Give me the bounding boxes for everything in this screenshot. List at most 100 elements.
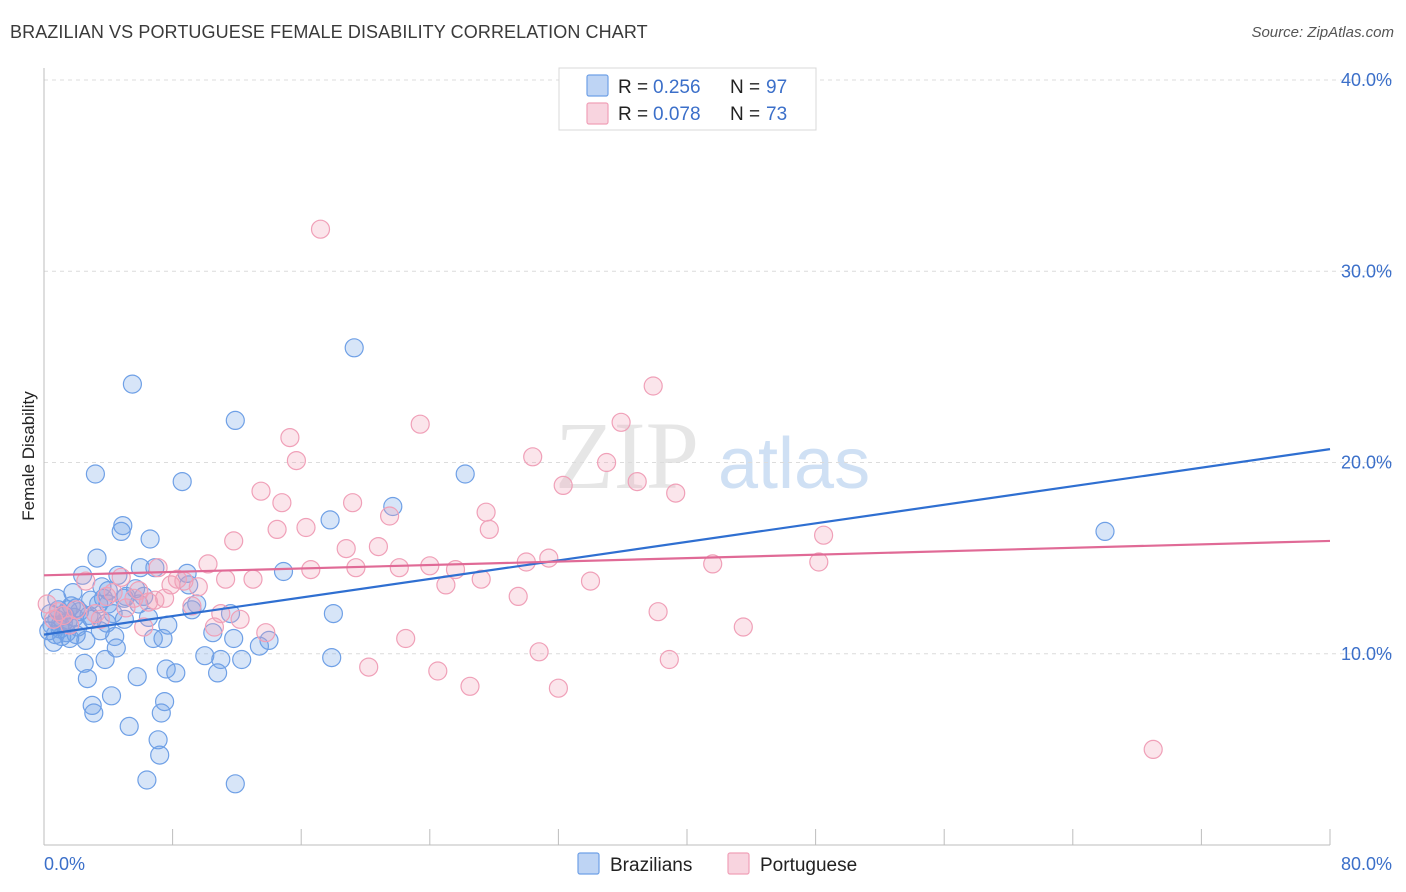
legend-swatch-portuguese — [586, 102, 609, 125]
x-tick-label: 80.0% — [1341, 854, 1392, 874]
data-point — [323, 603, 343, 624]
bottom-legend: Brazilians Portuguese — [577, 852, 857, 876]
data-point — [158, 615, 178, 635]
data-point — [359, 657, 379, 677]
data-point — [224, 628, 244, 649]
data-point — [77, 668, 98, 689]
data-point — [343, 493, 363, 513]
data-point — [648, 602, 668, 622]
series-portuguese — [37, 219, 1163, 760]
data-point — [539, 548, 559, 568]
data-point — [151, 703, 171, 723]
y-tick-label: 30.0% — [1341, 261, 1392, 281]
data-point — [90, 609, 110, 629]
trend-line-brazilians — [43, 448, 1331, 636]
data-point — [523, 447, 543, 467]
data-point — [476, 502, 496, 522]
y-tick-label: 10.0% — [1341, 644, 1392, 664]
data-point — [172, 472, 192, 492]
data-point — [286, 451, 306, 471]
data-point — [320, 510, 340, 530]
watermark-atlas: atlas — [718, 424, 870, 504]
legend-n-value-portuguese: 73 — [766, 104, 787, 125]
data-point — [76, 571, 96, 591]
data-point — [508, 586, 528, 607]
data-point — [198, 554, 218, 574]
legend-n-label-portuguese: N = — [730, 104, 760, 125]
data-point — [529, 642, 549, 662]
legend-n-label-brazilians: N = — [730, 77, 760, 98]
data-point — [296, 517, 316, 538]
data-point — [188, 577, 208, 597]
data-point — [232, 649, 252, 670]
legend-swatch-brazilians — [586, 74, 609, 97]
legend-r-label-brazilians: R = — [618, 77, 648, 98]
tick-labels: 10.0% 20.0% 30.0% 40.0% 0.0% 80.0% — [44, 70, 1392, 874]
data-point — [813, 525, 834, 545]
data-point — [310, 219, 331, 239]
data-point — [553, 475, 573, 495]
data-point — [230, 609, 250, 629]
data-point — [182, 596, 202, 616]
bottom-legend-swatch-brazilians — [577, 852, 600, 875]
data-point — [140, 529, 160, 549]
data-point — [809, 552, 829, 572]
data-point — [336, 538, 356, 559]
data-points — [37, 219, 1163, 794]
chart-title: BRAZILIAN VS PORTUGUESE FEMALE DISABILIT… — [10, 22, 648, 42]
data-point — [471, 569, 491, 589]
data-point — [243, 569, 263, 589]
data-point — [267, 519, 287, 540]
data-point — [272, 493, 292, 513]
data-point — [122, 374, 142, 394]
data-point — [225, 410, 245, 430]
data-point — [148, 730, 168, 750]
data-point — [322, 647, 342, 668]
data-point — [659, 649, 679, 670]
data-point — [703, 554, 723, 574]
bottom-legend-swatch-portuguese — [727, 852, 750, 875]
data-point — [101, 686, 122, 706]
data-point — [85, 464, 106, 484]
data-point — [666, 483, 686, 503]
axes — [43, 68, 1331, 846]
data-point — [733, 617, 753, 637]
data-point — [224, 531, 244, 551]
data-point — [137, 770, 157, 790]
data-point — [148, 558, 168, 578]
data-point — [134, 617, 154, 637]
legend: R = 0.256 N = 97 R = 0.078 N = 73 — [558, 67, 817, 131]
trend-line-portuguese — [43, 539, 1331, 577]
data-point — [211, 649, 231, 670]
legend-n-value-brazilians: 97 — [766, 77, 787, 98]
legend-box — [558, 67, 817, 131]
data-point — [82, 695, 102, 716]
data-point — [113, 515, 133, 536]
data-point — [127, 667, 147, 687]
y-tick-label: 40.0% — [1341, 70, 1392, 90]
data-point — [389, 558, 409, 578]
data-point — [301, 559, 321, 580]
x-tick-label: 0.0% — [44, 854, 85, 874]
data-point — [256, 623, 276, 643]
data-point — [580, 571, 601, 591]
data-point — [1143, 739, 1163, 760]
data-point — [380, 506, 400, 526]
data-point — [156, 659, 176, 679]
data-point — [643, 376, 663, 396]
data-point — [84, 703, 104, 723]
data-point — [87, 548, 107, 568]
data-point — [627, 472, 647, 492]
data-point — [259, 630, 279, 651]
legend-r-label-portuguese: R = — [618, 104, 648, 125]
data-point — [455, 464, 475, 484]
data-point — [410, 414, 430, 434]
data-point — [95, 649, 115, 670]
data-point — [460, 676, 480, 696]
data-point — [66, 600, 86, 620]
y-tick-label: 20.0% — [1341, 453, 1392, 473]
data-point — [396, 628, 416, 649]
data-point — [111, 567, 131, 587]
data-point — [548, 678, 569, 698]
